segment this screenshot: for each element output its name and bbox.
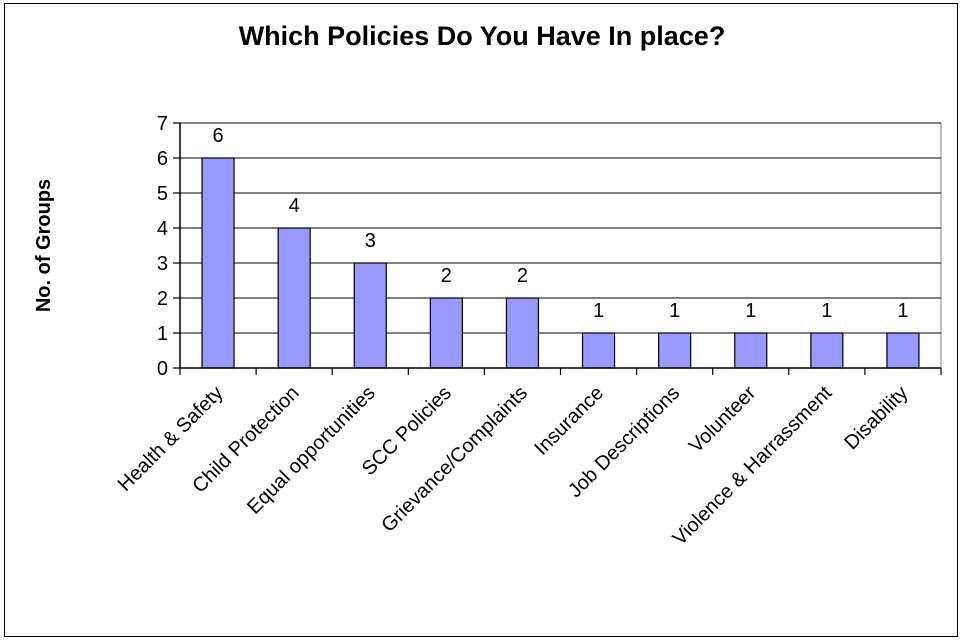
data-label: 1 [669,300,680,322]
data-label: 2 [441,265,452,287]
bar [887,333,919,368]
category-label: Disability [840,382,912,454]
y-tick-label: 1 [157,323,168,345]
data-label: 6 [212,125,223,147]
bar [278,228,310,368]
y-tick-label: 7 [157,113,168,135]
data-label: 1 [745,300,756,322]
y-axis-title: No. of Groups [33,179,55,312]
bar [354,263,386,368]
data-label: 4 [289,195,300,217]
bar [811,333,843,368]
y-tick-label: 6 [157,148,168,170]
data-label: 1 [897,300,908,322]
bar [659,333,691,368]
bars: 6 4 3 2 2 1 1 1 1 1 [202,125,919,368]
bar [202,158,234,368]
bar [735,333,767,368]
y-tick-label: 4 [157,218,168,240]
data-label: 1 [593,300,604,322]
y-tick-label: 5 [157,183,168,205]
category-label: Grievance/Complaints [377,382,532,537]
data-label: 2 [517,265,528,287]
data-label: 1 [821,300,832,322]
category-label: Volunteer [685,382,761,458]
y-tick-label: 0 [157,358,168,380]
bar [583,333,615,368]
bar [506,298,538,368]
category-label: Equal opportunities [243,382,380,519]
bar [430,298,462,368]
data-label: 3 [365,230,376,252]
category-label: Insurance [530,382,608,460]
y-tick-label: 2 [157,288,168,310]
category-label: Violence & Harrassment [669,382,837,550]
y-tick-label: 3 [157,253,168,275]
